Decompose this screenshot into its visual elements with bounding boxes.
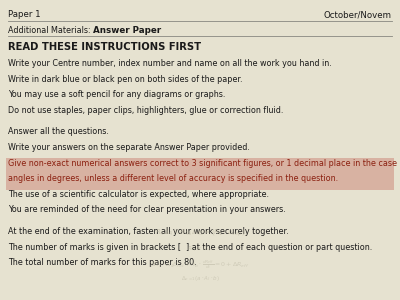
Text: The use of a scientific calculator is expected, where appropriate.: The use of a scientific calculator is ex… <box>8 190 269 199</box>
Text: Write your Centre number, index number and name on all the work you hand in.: Write your Centre number, index number a… <box>8 59 332 68</box>
Text: Write in dark blue or black pen on both sides of the paper.: Write in dark blue or black pen on both … <box>8 75 242 84</box>
Text: Write your answers on the separate Answer Paper provided.: Write your answers on the separate Answe… <box>8 143 250 152</box>
Text: Additional Materials:: Additional Materials: <box>8 26 91 35</box>
Text: Give non-exact numerical answers correct to 3 significant figures, or 1 decimal : Give non-exact numerical answers correct… <box>8 159 400 168</box>
Text: $R_4\Delta_{4} \times R_{45}\Delta_{45} = (R_1 \cdot \Delta_{vep})$: $R_4\Delta_{4} \times R_{45}\Delta_{45} … <box>155 228 245 239</box>
Text: At the end of the examination, fasten all your work securely together.: At the end of the examination, fasten al… <box>8 227 289 236</box>
Text: Do not use staples, paper clips, highlighters, glue or correction fluid.: Do not use staples, paper clips, highlig… <box>8 106 283 115</box>
Text: $\beta R_4 \cdot \Delta_{4}E_{tot} + n_b \cdot \frac{dR_{eff}}{dt} = 0 + \Delta : $\beta R_4 \cdot \Delta_{4}E_{tot} + n_b… <box>150 258 250 271</box>
Text: angles in degrees, unless a different level of accuracy is specified in the ques: angles in degrees, unless a different le… <box>8 174 338 183</box>
Text: October/Novem: October/Novem <box>324 10 392 19</box>
Text: $R_{up} \times R_{up}$: $R_{up} \times R_{up}$ <box>187 245 213 255</box>
Bar <box>6 158 394 190</box>
Text: You are reminded of the need for clear presentation in your answers.: You are reminded of the need for clear p… <box>8 206 286 214</box>
Text: READ THESE INSTRUCTIONS FIRST: READ THESE INSTRUCTIONS FIRST <box>8 42 201 52</box>
Text: You may use a soft pencil for any diagrams or graphs.: You may use a soft pencil for any diagra… <box>8 90 225 99</box>
Text: The number of marks is given in brackets [  ] at the end of each question or par: The number of marks is given in brackets… <box>8 243 372 252</box>
Text: Answer all the questions.: Answer all the questions. <box>8 128 109 136</box>
Text: The total number of marks for this paper is 80.: The total number of marks for this paper… <box>8 258 197 267</box>
Text: Paper 1: Paper 1 <box>8 10 41 19</box>
Text: $\Delta_{n=1}(a \cdot A_l \cdot b)$: $\Delta_{n=1}(a \cdot A_l \cdot b)$ <box>180 274 220 283</box>
Text: Answer Paper: Answer Paper <box>93 26 161 35</box>
